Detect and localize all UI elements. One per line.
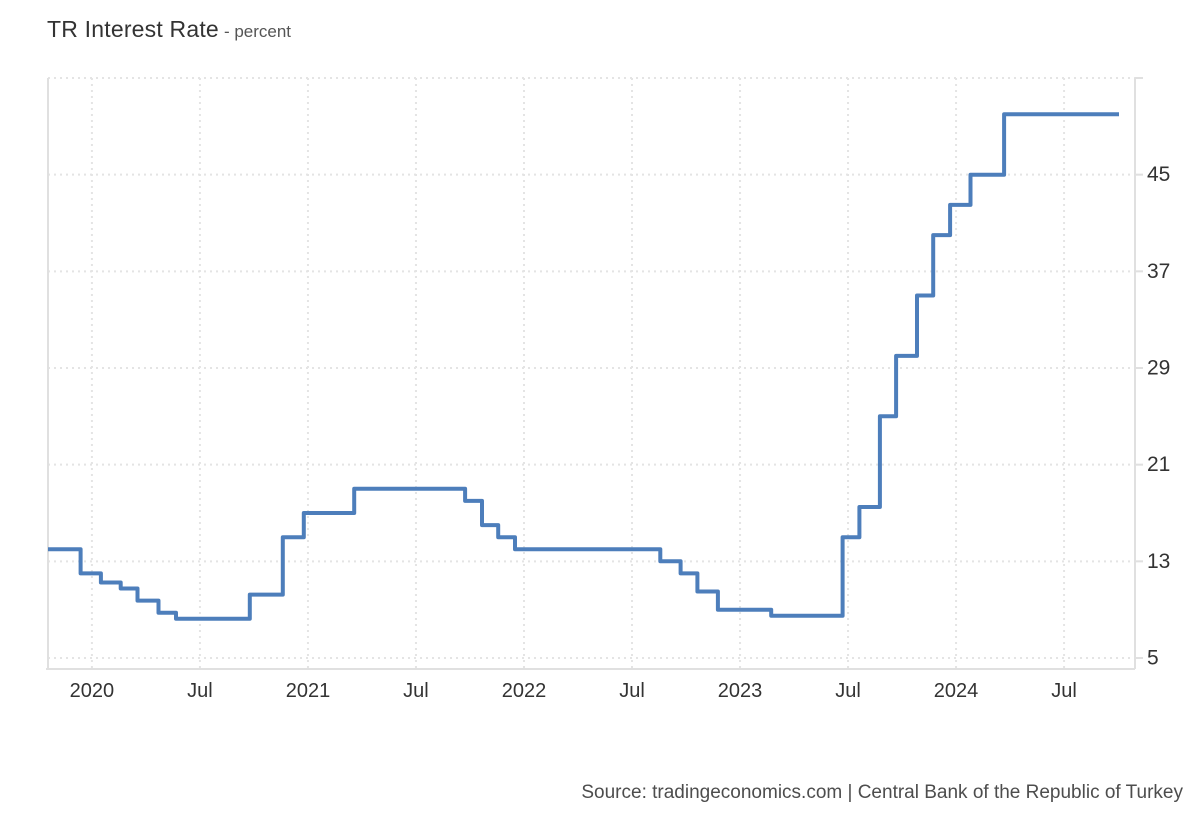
chart-plot-area[interactable] [48, 78, 1135, 669]
x-axis-label: Jul [619, 680, 645, 702]
x-axis-label: Jul [403, 680, 429, 702]
x-axis-label: Jul [187, 680, 213, 702]
chart-subtitle: - percent [223, 22, 292, 41]
x-axis-label: 2022 [502, 680, 547, 702]
y-axis-label: 5 [1147, 647, 1159, 670]
series-line [48, 112, 1119, 621]
x-axis-label: Jul [835, 680, 861, 702]
x-axis-label: 2020 [70, 680, 115, 702]
source-attribution: Source: tradingeconomics.com | Central B… [581, 782, 1183, 803]
x-axis-label: Jul [1051, 680, 1077, 702]
y-axis-label: 37 [1147, 260, 1170, 283]
chart-header: TR Interest Rate - percent [47, 16, 291, 43]
x-axis-label: 2023 [718, 680, 763, 702]
x-axis-label: 2021 [286, 680, 331, 702]
y-axis-label: 45 [1147, 163, 1170, 186]
chart-title: TR Interest Rate [47, 16, 219, 42]
chart-canvas: 45 37 29 21 13 5 2020 Jul 2021 Jul 2022 Jul 2023 Jul 2… [46, 77, 1170, 702]
x-axis-label: 2024 [934, 680, 979, 702]
y-axis-label: 29 [1147, 357, 1170, 380]
y-axis-label: 21 [1147, 453, 1170, 476]
y-axis-label: 13 [1147, 550, 1170, 573]
